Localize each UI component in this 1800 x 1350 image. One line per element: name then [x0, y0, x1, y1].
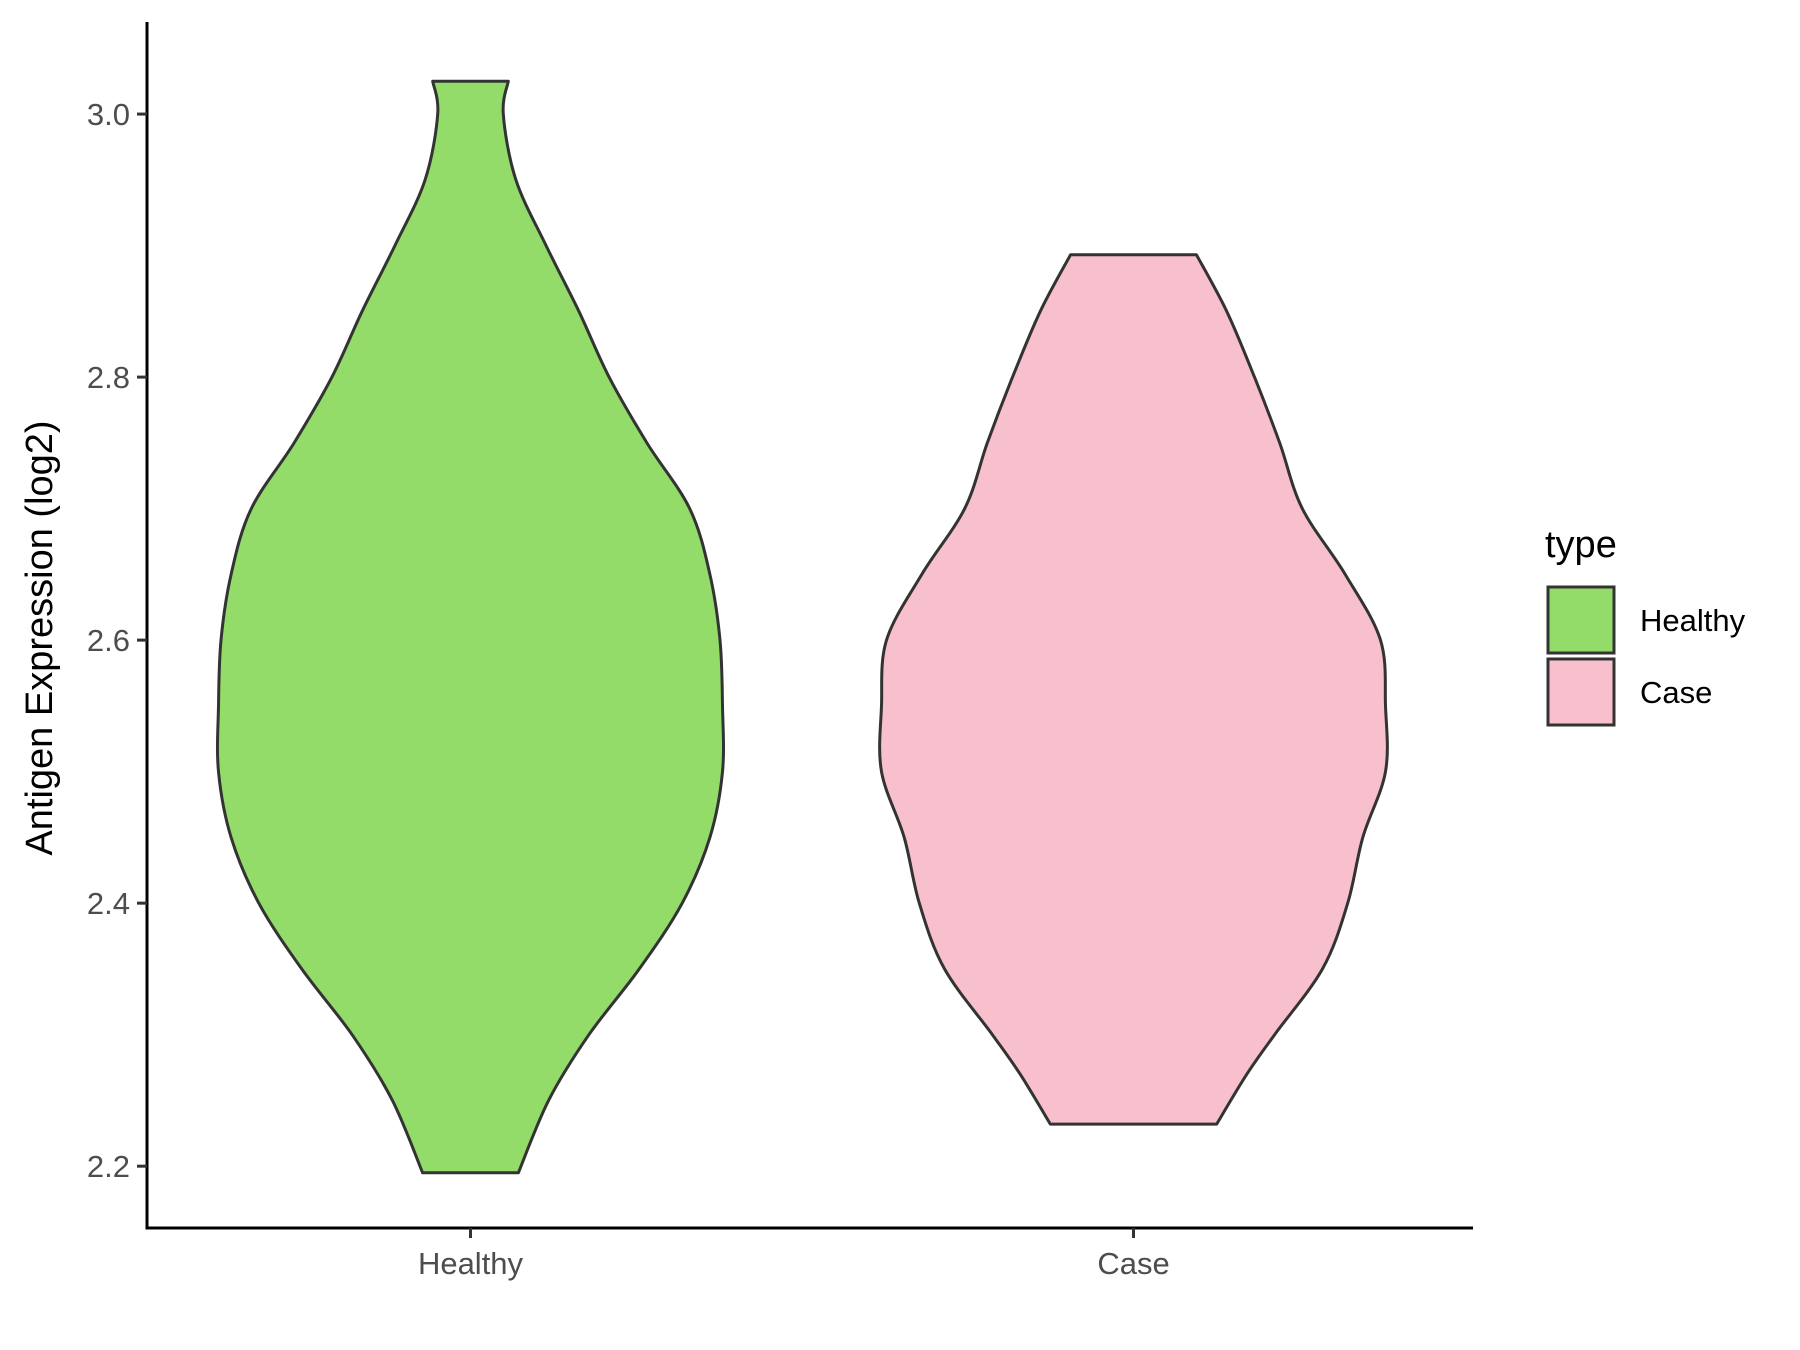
x-tick-label: Case — [1097, 1246, 1169, 1281]
legend-label-healthy: Healthy — [1640, 603, 1746, 638]
violins-layer — [215, 79, 1389, 1175]
legend-swatch-healthy — [1546, 585, 1616, 655]
y-tick-label: 2.2 — [87, 1149, 130, 1184]
legend-swatch-case — [1546, 657, 1616, 727]
y-tick-label: 2.6 — [87, 623, 130, 658]
violin-healthy — [215, 79, 726, 1175]
y-tick-label: 2.4 — [87, 886, 130, 921]
axes-layer — [145, 22, 1473, 1230]
y-tick-label: 2.8 — [87, 360, 130, 395]
legend: type Healthy Case — [1545, 524, 1746, 727]
y-axis-title: Antigen Expression (log2) — [19, 420, 61, 855]
violin-case — [878, 253, 1389, 1126]
y-axis-ticks: 2.2 2.4 2.6 2.8 3.0 — [87, 97, 147, 1184]
legend-title: type — [1545, 524, 1617, 566]
y-tick-label: 3.0 — [87, 97, 130, 132]
legend-label-case: Case — [1640, 675, 1712, 710]
x-axis-ticks: Healthy Case — [418, 1228, 1170, 1281]
x-tick-label: Healthy — [418, 1246, 524, 1281]
